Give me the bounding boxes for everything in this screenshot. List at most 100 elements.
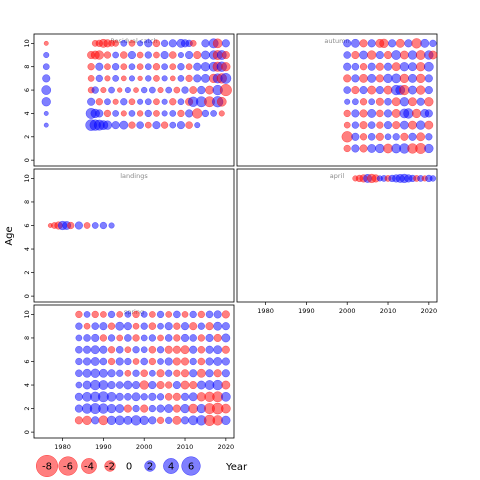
residual-bubble (107, 322, 116, 330)
residual-bubble (367, 121, 376, 129)
residual-bubble (107, 346, 116, 354)
residual-bubble (165, 381, 173, 389)
residual-bubble (144, 51, 152, 59)
residual-bubble (43, 111, 49, 116)
residual-bubble (205, 310, 214, 319)
residual-bubble (197, 345, 206, 354)
legend-bubble (144, 460, 156, 472)
residual-bubble (136, 121, 144, 129)
residual-bubble (75, 357, 83, 366)
residual-bubble (383, 85, 393, 95)
residual-bubble (132, 381, 141, 390)
y-tick-label: 2 (23, 135, 31, 139)
residual-bubble (429, 39, 437, 47)
residual-bubble (74, 416, 83, 425)
residual-bubble (152, 63, 161, 71)
residual-bubble (428, 50, 438, 60)
residual-bubble (375, 51, 384, 60)
residual-bubble (124, 369, 132, 377)
residual-bubble (368, 98, 375, 106)
residual-bubble (132, 310, 140, 319)
residual-bubble (161, 63, 168, 71)
legend: -8 -6 -4 -2 0 2 4 6 (36, 455, 201, 477)
residual-bubble (218, 110, 225, 117)
residual-bubble (144, 109, 152, 118)
residual-bubble (152, 39, 161, 48)
residual-bubble (399, 62, 409, 72)
residual-bubble (99, 357, 108, 366)
y-tick-label: 10 (23, 310, 31, 318)
residual-bubble (82, 415, 92, 425)
residual-bubble (83, 357, 92, 366)
residual-bubble (160, 51, 169, 60)
residual-bubble (136, 63, 144, 71)
residual-bubble (375, 62, 384, 71)
y-tick-label: 8 (23, 200, 31, 204)
residual-bubble (359, 121, 368, 130)
residual-bubble (83, 222, 91, 229)
residual-bubble (391, 50, 401, 60)
residual-bubble (104, 98, 111, 106)
residual-bubble (219, 84, 232, 97)
residual-bubble (395, 38, 405, 48)
residual-bubble (391, 73, 401, 84)
residual-bubble (201, 50, 210, 60)
residual-bubble (91, 416, 100, 425)
residual-bubble (408, 97, 417, 107)
panel-title: landings (120, 172, 148, 180)
residual-bubble (115, 404, 125, 413)
residual-bubble (411, 38, 422, 49)
residual-bubble (205, 322, 214, 331)
residual-bubble (343, 74, 352, 83)
residual-bubble (205, 369, 214, 378)
residual-bubble (108, 222, 115, 229)
residual-bubble (148, 357, 156, 366)
residual-bubble (221, 403, 231, 414)
residual-bubble (137, 40, 144, 47)
residual-bubble (157, 334, 164, 342)
residual-bubble (196, 380, 206, 390)
residual-bubble (176, 121, 185, 130)
residual-bubble (343, 62, 352, 71)
residual-bubble (213, 369, 222, 378)
residual-bubble (343, 86, 351, 94)
residual-bubble (384, 51, 393, 60)
residual-bubble (156, 416, 165, 424)
residual-bubble (220, 73, 232, 84)
legend-bubble (36, 455, 58, 477)
residual-bubble (200, 62, 211, 72)
legend-label: 2 (147, 462, 153, 473)
residual-bubble (351, 38, 360, 48)
residual-bubble (153, 98, 160, 106)
residual-bubble (173, 322, 181, 330)
residual-bubble (91, 86, 99, 94)
residual-bubble (115, 381, 124, 389)
residual-bubble (43, 122, 49, 128)
residual-bubble (205, 85, 214, 95)
residual-bubble (197, 334, 205, 342)
residual-bubble (351, 121, 359, 129)
y-tick-label: 4 (23, 383, 31, 387)
residual-bubble (367, 144, 377, 153)
x-tick-label: 2020 (421, 307, 438, 315)
residual-bubble (416, 73, 426, 83)
residual-bubble (375, 97, 384, 106)
residual-bubble (165, 416, 173, 424)
residual-bubble (128, 98, 136, 106)
residual-bubble (408, 85, 417, 95)
x-tick-label: 1990 (95, 443, 112, 451)
residual-bubble (120, 40, 128, 47)
residual-bubble (43, 52, 50, 58)
residual-bubble (367, 133, 376, 141)
residual-bubble (128, 63, 136, 71)
residual-bubble (391, 109, 401, 118)
residual-bubble (408, 120, 417, 130)
residual-bubble (140, 369, 148, 378)
residual-bubble (121, 75, 127, 82)
residual-bubble (343, 109, 351, 118)
residual-bubble (83, 334, 91, 342)
residual-bubble (181, 416, 190, 425)
residual-bubble (359, 63, 368, 71)
residual-bubble (375, 74, 384, 83)
residual-bubble (359, 86, 368, 95)
